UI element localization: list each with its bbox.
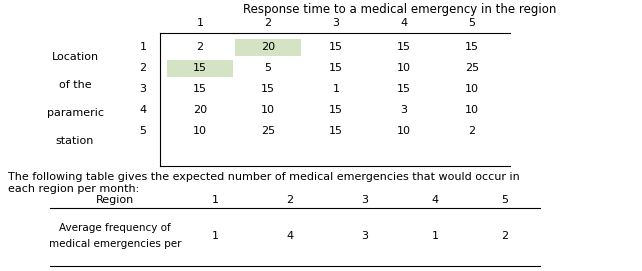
Bar [235,38,301,56]
Text: 4: 4 [401,18,408,28]
Text: 5: 5 [501,195,508,205]
Text: 3: 3 [401,105,408,115]
Text: 15: 15 [397,42,411,52]
Text: 10: 10 [193,126,207,136]
Text: 3: 3 [361,231,369,241]
Text: 1: 1 [333,84,340,94]
Text: 20: 20 [261,42,275,52]
Text: station: station [56,137,94,147]
Text: Region: Region [96,195,134,205]
Text: 15: 15 [261,84,275,94]
Text: 10: 10 [261,105,275,115]
Text: 25: 25 [465,63,479,73]
Text: The following table gives the expected number of medical emergencies that would : The following table gives the expected n… [8,172,520,182]
Text: 1: 1 [211,231,218,241]
Text: 10: 10 [397,126,411,136]
Text: 2: 2 [139,63,146,73]
Text: 1: 1 [196,18,204,28]
Text: 4: 4 [431,195,438,205]
Text: 15: 15 [193,84,207,94]
Text: 2: 2 [196,42,204,52]
Text: 2: 2 [286,195,293,205]
Text: 20: 20 [193,105,207,115]
Text: 4: 4 [139,105,146,115]
Text: 4: 4 [286,231,293,241]
Text: 2: 2 [469,126,476,136]
Text: 5: 5 [469,18,476,28]
Text: 15: 15 [329,42,343,52]
Text: 1: 1 [211,195,218,205]
Text: each region per month:: each region per month: [8,184,139,194]
Text: medical emergencies per: medical emergencies per [49,239,181,249]
Text: of the: of the [58,80,91,91]
Text: 15: 15 [465,42,479,52]
Text: 10: 10 [465,105,479,115]
Text: 15: 15 [329,105,343,115]
Text: 5: 5 [139,126,146,136]
Text: 2: 2 [501,231,508,241]
Text: 3: 3 [139,84,146,94]
Text: Location: Location [51,53,99,63]
Text: 1: 1 [431,231,438,241]
Text: 15: 15 [329,126,343,136]
Text: 25: 25 [261,126,275,136]
Text: 10: 10 [465,84,479,94]
Text: parameric: parameric [46,108,103,118]
Text: 10: 10 [397,63,411,73]
Bar [167,60,233,76]
Text: 1: 1 [139,42,146,52]
Text: 2: 2 [265,18,272,28]
Text: 5: 5 [265,63,272,73]
Text: Average frequency of: Average frequency of [59,223,171,233]
Text: 15: 15 [397,84,411,94]
Text: Response time to a medical emergency in the region: Response time to a medical emergency in … [243,2,557,15]
Text: 15: 15 [329,63,343,73]
Text: 3: 3 [361,195,369,205]
Text: 15: 15 [193,63,207,73]
Text: 3: 3 [333,18,340,28]
